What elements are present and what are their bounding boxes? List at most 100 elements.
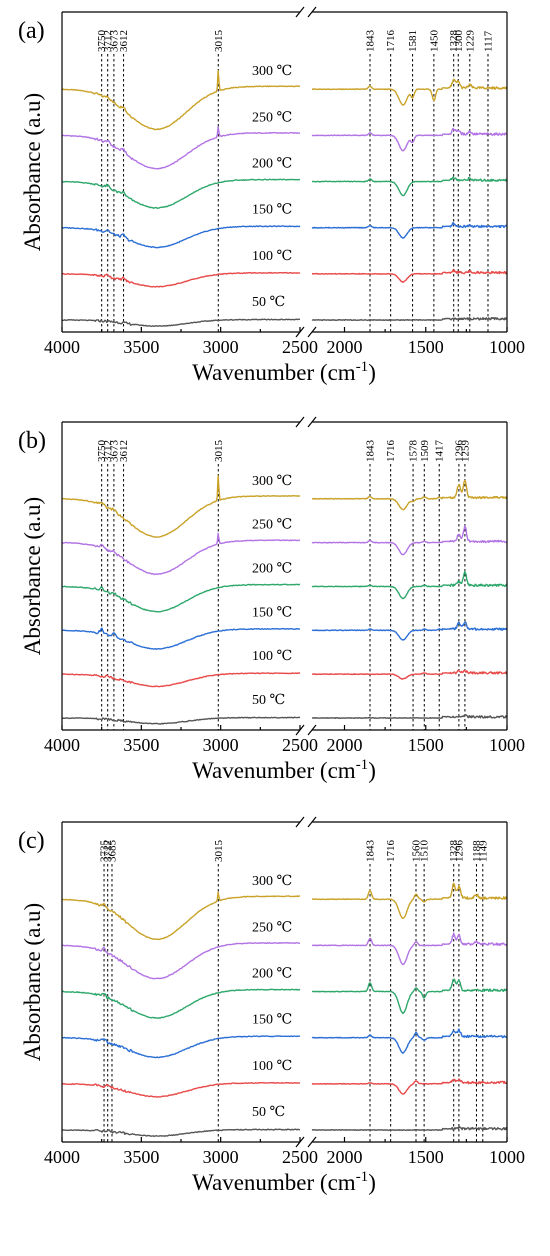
series-line-250c-right <box>311 127 508 152</box>
series-line-100c-right <box>311 669 508 680</box>
x-tick-label: 4000 <box>44 337 80 357</box>
y-axis-title: Absorbance (a.u) <box>20 497 45 655</box>
series-line-50c-right <box>311 1126 508 1131</box>
series-line-300c-left <box>62 475 301 538</box>
x-tick-label: 1000 <box>489 337 525 357</box>
x-tick-label: 4000 <box>44 735 80 755</box>
axis-break-gap <box>300 10 312 334</box>
x-tick-label: 3500 <box>123 735 159 755</box>
series-label: 50 ℃ <box>252 693 285 708</box>
peak-label: 1510 <box>419 840 431 863</box>
series-line-50c-left <box>61 1128 301 1138</box>
x-tick-label: 1000 <box>489 1147 525 1167</box>
series-line-250c-left <box>61 126 301 170</box>
series-label: 300 ℃ <box>252 474 292 489</box>
series-line-150c-left <box>61 627 301 650</box>
peak-label: 3673 <box>108 30 120 53</box>
axis-break-mark <box>307 6 317 18</box>
peak-label: 1509 <box>419 440 431 463</box>
peak-label: 1296 <box>453 440 465 463</box>
peak-label: 1843 <box>365 30 377 53</box>
panel-label: (a) <box>18 18 45 44</box>
series-line-300c-left <box>61 70 301 131</box>
series-label: 250 ℃ <box>252 518 292 533</box>
x-axis-title: Wavenumber (cm-1) <box>192 359 376 385</box>
peak-label: 1259 <box>459 440 471 463</box>
series-label: 300 ℃ <box>252 874 292 889</box>
series-line-200c-right <box>311 978 508 1015</box>
peak-label: 3712 <box>102 440 114 462</box>
axis-break-gap <box>300 420 312 732</box>
peak-label: 3612 <box>118 440 130 462</box>
peak-label: 3735 <box>99 840 111 863</box>
series-label: 300 ℃ <box>252 64 292 79</box>
peak-label: 1417 <box>434 440 446 463</box>
series-label: 200 ℃ <box>252 561 292 576</box>
x-tick-label: 1500 <box>408 735 444 755</box>
series-label: 150 ℃ <box>252 1013 292 1028</box>
x-tick-label: 3500 <box>123 337 159 357</box>
series-line-200c-right <box>311 176 508 197</box>
series-label: 150 ℃ <box>252 605 292 620</box>
y-axis-title: Absorbance (a.u) <box>20 93 45 251</box>
peak-label: 3015 <box>213 840 225 863</box>
peak-label: 3712 <box>102 840 114 862</box>
peak-label: 3673 <box>108 440 120 463</box>
peak-label: 1843 <box>365 840 377 863</box>
x-tick-label: 2000 <box>327 1147 363 1167</box>
peak-label: 1716 <box>385 30 397 53</box>
peak-label: 1328 <box>448 30 460 53</box>
peak-label: 1328 <box>448 840 460 863</box>
series-line-150c-right <box>311 221 508 239</box>
series-label: 250 ℃ <box>252 110 292 125</box>
y-axis-title: Absorbance (a.u) <box>20 903 45 1061</box>
axis-break-mark <box>307 326 317 338</box>
series-label: 100 ℃ <box>252 249 292 264</box>
series-line-250c-left <box>61 532 301 576</box>
x-tick-label: 1000 <box>489 735 525 755</box>
x-tick-label: 3000 <box>203 735 239 755</box>
peak-label: 1450 <box>428 30 440 53</box>
series-label: 150 ℃ <box>252 203 292 218</box>
axis-break-mark <box>307 816 317 828</box>
series-line-200c-left <box>61 178 300 209</box>
series-line-100c-right <box>311 269 508 283</box>
x-tick-label: 2000 <box>327 337 363 357</box>
axis-break-mark <box>295 416 305 428</box>
peak-label: 3750 <box>96 440 108 463</box>
series-line-100c-left <box>62 672 301 688</box>
peak-label: 1716 <box>385 440 397 463</box>
series-line-300c-right <box>311 78 508 106</box>
x-tick-label: 4000 <box>44 1147 80 1167</box>
series-line-200c-left <box>61 583 301 613</box>
x-tick-label: 3000 <box>203 1147 239 1167</box>
axis-break-mark <box>295 816 305 828</box>
series-line-250c-right <box>311 525 508 556</box>
series-line-50c-right <box>311 316 508 321</box>
series-line-50c-right <box>311 714 508 719</box>
series-line-50c-left <box>61 716 301 725</box>
peak-label: 3015 <box>213 440 225 463</box>
peak-label: 3712 <box>102 30 114 52</box>
panel-label: (c) <box>18 828 45 854</box>
series-line-100c-right <box>311 1078 508 1095</box>
peak-label: 1716 <box>385 840 397 863</box>
x-tick-label: 3500 <box>123 1147 159 1167</box>
series-line-200c-right <box>311 570 508 600</box>
series-line-300c-right <box>311 479 508 511</box>
axis-break-mark <box>295 6 305 18</box>
peak-label: 1296 <box>453 840 465 863</box>
series-label: 250 ℃ <box>252 920 292 935</box>
series-label: 100 ℃ <box>252 649 292 664</box>
series-line-150c-right <box>311 621 508 641</box>
series-line-100c-left <box>61 271 301 288</box>
series-label: 50 ℃ <box>252 1105 285 1120</box>
axis-break-mark <box>307 416 317 428</box>
series-label: 200 ℃ <box>252 157 292 172</box>
axis-break-gap <box>300 820 312 1144</box>
x-tick-label: 2000 <box>327 735 363 755</box>
peak-label: 1300 <box>453 30 465 53</box>
series-line-150c-left <box>61 225 301 249</box>
